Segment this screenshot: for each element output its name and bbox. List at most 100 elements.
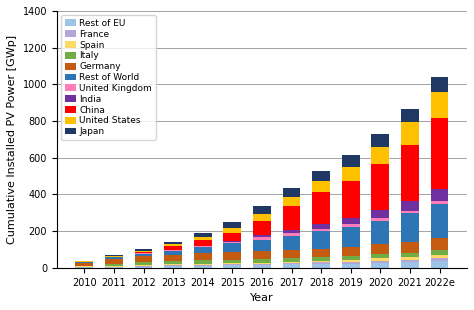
Bar <box>431 238 448 250</box>
Bar <box>401 257 419 260</box>
Bar <box>312 170 330 181</box>
Bar <box>342 224 360 227</box>
Bar <box>401 260 419 262</box>
Bar <box>283 262 301 263</box>
Bar <box>135 256 153 262</box>
Bar <box>75 261 93 262</box>
Bar <box>312 232 330 249</box>
Bar <box>164 255 182 261</box>
Bar <box>135 252 153 253</box>
Bar <box>223 265 241 268</box>
Bar <box>312 224 330 229</box>
Bar <box>223 222 241 228</box>
Bar <box>223 264 241 265</box>
Bar <box>105 264 123 266</box>
Bar <box>164 261 182 264</box>
Bar <box>342 247 360 256</box>
Bar <box>283 236 301 250</box>
Bar <box>312 264 330 268</box>
Bar <box>135 262 153 265</box>
Bar <box>342 262 360 264</box>
Bar <box>253 240 271 251</box>
Bar <box>312 192 330 224</box>
Bar <box>431 261 448 268</box>
Bar <box>164 265 182 266</box>
Bar <box>105 266 123 267</box>
Bar <box>194 264 211 265</box>
Bar <box>312 181 330 192</box>
Bar <box>253 221 271 236</box>
Bar <box>401 242 419 253</box>
Bar <box>164 244 182 246</box>
Bar <box>342 155 360 167</box>
Bar <box>223 260 241 263</box>
Bar <box>135 265 153 266</box>
Bar <box>253 264 271 265</box>
Bar <box>194 237 211 241</box>
Bar <box>372 261 389 263</box>
Bar <box>401 214 419 242</box>
Bar <box>342 167 360 181</box>
Bar <box>431 117 448 189</box>
Bar <box>105 256 123 257</box>
Bar <box>342 181 360 218</box>
Bar <box>194 233 211 237</box>
Bar <box>401 262 419 268</box>
Bar <box>431 204 448 238</box>
Bar <box>342 264 360 268</box>
Bar <box>75 262 93 263</box>
Bar <box>372 258 389 261</box>
Bar <box>283 206 301 230</box>
Bar <box>223 228 241 233</box>
Bar <box>401 145 419 201</box>
Bar <box>401 108 419 122</box>
Bar <box>135 254 153 256</box>
Bar <box>164 266 182 268</box>
Bar <box>194 241 211 246</box>
Y-axis label: Cumulative Installed PV Power [GWp]: Cumulative Installed PV Power [GWp] <box>7 35 17 244</box>
Bar <box>312 249 330 257</box>
Bar <box>164 264 182 265</box>
Bar <box>105 255 123 256</box>
Bar <box>253 263 271 264</box>
Bar <box>164 250 182 255</box>
Bar <box>283 197 301 206</box>
Bar <box>401 253 419 257</box>
Bar <box>223 243 241 252</box>
Bar <box>431 259 448 261</box>
Bar <box>431 189 448 202</box>
Bar <box>253 237 271 240</box>
Bar <box>372 218 389 221</box>
Bar <box>312 257 330 261</box>
Bar <box>223 263 241 264</box>
Bar <box>135 266 153 267</box>
Bar <box>312 229 330 232</box>
Bar <box>431 78 448 92</box>
Bar <box>164 242 182 244</box>
Bar <box>135 251 153 252</box>
Bar <box>342 256 360 260</box>
Bar <box>105 257 123 259</box>
Bar <box>194 266 211 268</box>
Bar <box>372 263 389 268</box>
Bar <box>372 245 389 254</box>
Bar <box>372 254 389 258</box>
Bar <box>372 147 389 164</box>
Bar <box>401 122 419 145</box>
X-axis label: Year: Year <box>250 293 274 303</box>
Bar <box>135 250 153 251</box>
Bar <box>253 251 271 259</box>
Legend: Rest of EU, France, Spain, Italy, Germany, Rest of World, United Kingdom, India,: Rest of EU, France, Spain, Italy, German… <box>61 16 156 140</box>
Bar <box>431 92 448 117</box>
Bar <box>312 262 330 264</box>
Bar <box>372 210 389 218</box>
Bar <box>194 246 211 247</box>
Bar <box>283 188 301 197</box>
Bar <box>431 202 448 204</box>
Bar <box>401 201 419 211</box>
Bar <box>372 164 389 210</box>
Bar <box>253 236 271 237</box>
Bar <box>431 255 448 259</box>
Bar <box>135 267 153 268</box>
Bar <box>253 214 271 221</box>
